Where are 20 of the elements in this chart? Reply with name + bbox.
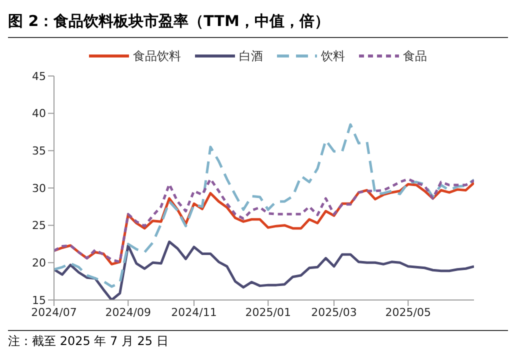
x-tick-label: 2024/07 — [31, 306, 77, 319]
x-tick-label: 2024/11 — [171, 306, 217, 319]
x-tick-label: 2025/05 — [385, 306, 431, 319]
y-tick-label: 25 — [32, 219, 46, 232]
legend-label: 食品 — [403, 48, 427, 64]
y-tick-label: 20 — [32, 256, 46, 270]
y-tick-label: 15 — [32, 294, 46, 307]
chart-title: 图 2：食品饮料板块市盈率（TTM，中值，倍） — [8, 8, 508, 38]
y-tick-label: 40 — [32, 107, 46, 120]
x-tick-label: 2025/01 — [245, 306, 291, 319]
legend-label: 饮料 — [321, 48, 345, 64]
y-tick-label: 30 — [32, 182, 46, 195]
text: 注：截至 2025 年 7 月 25 日 — [8, 333, 508, 350]
x-tick-label: 2025/03 — [311, 306, 357, 319]
line-series — [54, 123, 474, 288]
legend-label: 白酒 — [239, 48, 263, 64]
legend-label: 食品饮料 — [133, 48, 181, 64]
y-tick-label: 45 — [32, 70, 46, 83]
x-tick-label: 2024/09 — [105, 306, 151, 319]
y-tick-label: 35 — [32, 144, 46, 158]
